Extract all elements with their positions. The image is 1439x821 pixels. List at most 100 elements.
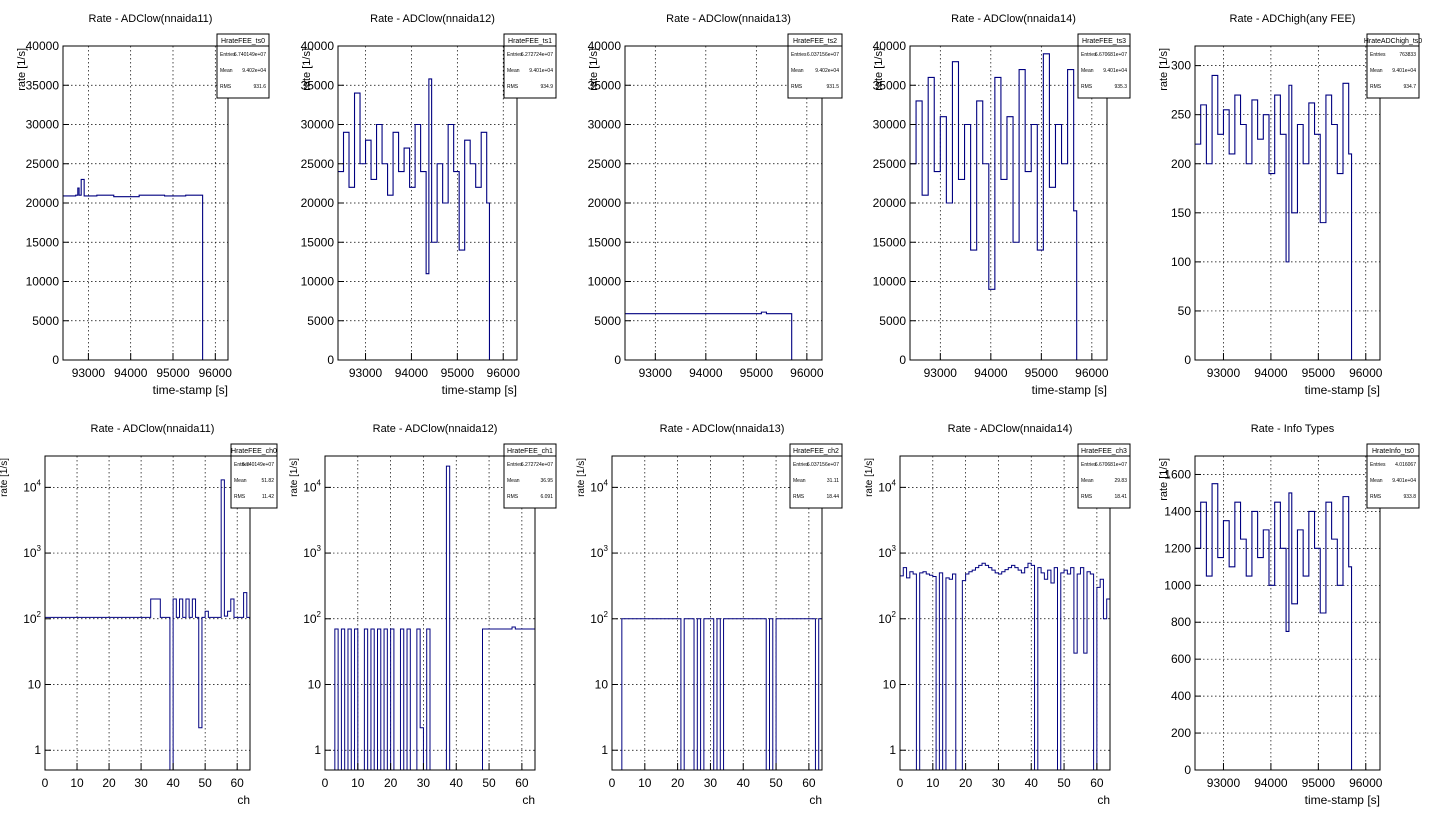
x-tick-label: 95000 [156,366,190,380]
y-tick-label: 102 [23,610,41,626]
x-tick-label: 94000 [1254,366,1288,380]
y-axis-label: rate [1/s] [301,48,313,91]
stats-key: RMS [1370,84,1382,90]
stats-value: 31.11 [827,478,839,484]
series-line [338,78,491,360]
x-axis-label: time-stamp [s] [1305,793,1380,807]
stats-value: 9.401e+04 [1103,68,1127,74]
stats-value: 9.401e+04 [529,68,553,74]
y-tick-label: 10 [308,678,322,692]
y-tick-label: 15000 [873,235,907,249]
y-tick-label: 10000 [26,275,60,289]
stats-value: 6.272724e+07 [521,462,553,468]
stats-title: HrateFEE_ch2 [793,448,839,455]
y-tick-label: 35000 [588,78,622,92]
y-tick-label: 800 [1171,615,1191,629]
plot-frame [899,455,1111,771]
chart-title: Rate - ADClow(nnaida14) [951,13,1076,25]
stats-value: 6.091 [540,494,553,500]
stats-key: Mean [507,478,520,484]
stats-value: 6.272724e+07 [521,52,553,58]
y-axis-label: rate [1/s] [873,48,885,91]
x-axis-label: time-stamp [s] [1032,383,1107,397]
stats-key: RMS [220,84,232,90]
y-tick-label: 50 [1178,304,1192,318]
x-tick-label: 93000 [349,366,383,380]
y-tick-label: 10000 [588,275,622,289]
y-axis-label: rate [1/s] [0,458,10,497]
y-tick-label: 10 [28,678,42,692]
x-tick-label: 50 [769,776,783,790]
y-tick-label: 1200 [1164,541,1191,555]
y-tick-label: 0 [1184,763,1191,777]
stats-value: 6.740149e+07 [234,52,266,58]
series-line [625,311,793,360]
x-tick-label: 10 [926,776,940,790]
x-tick-label: 0 [42,776,49,790]
stats-title: HrateFEE_ch1 [507,448,553,455]
y-tick-label: 100 [1171,255,1191,269]
y-tick-label: 30000 [26,118,60,132]
stats-key: Mean [1081,478,1094,484]
x-tick-label: 60 [802,776,816,790]
stats-value: 9.401e+04 [1392,68,1416,74]
stats-key: Entries [1370,52,1386,58]
y-tick-label: 20000 [301,196,335,210]
y-tick-label: 5000 [307,314,334,328]
stats-value: 931.5 [826,84,839,90]
stats-key: RMS [507,84,519,90]
stats-title: HrateFEE_ts0 [221,38,265,45]
y-tick-label: 25000 [873,157,907,171]
y-axis-label: rate [1/s] [864,458,875,497]
y-tick-label: 40000 [873,39,907,53]
y-tick-label: 30000 [301,118,335,132]
y-tick-label: 20000 [588,196,622,210]
stats-key: Entries [1081,462,1097,468]
series-line [1195,74,1353,360]
x-tick-label: 40 [737,776,751,790]
x-tick-label: 95000 [441,366,475,380]
x-tick-label: 96000 [1349,366,1383,380]
stats-key: RMS [507,494,519,500]
y-tick-label: 35000 [873,78,907,92]
chart-title: Rate - ADClow(nnaida11) [89,13,213,25]
y-tick-label: 10 [883,678,897,692]
plot-panel-8: Rate - ADClow(nnaida14) 1 10 102 103 104 0 10 20… [864,423,1131,807]
stats-title: HrateFEE_ch0 [231,448,277,455]
y-tick-label: 25000 [26,157,60,171]
stats-value: 935.3 [1114,84,1127,90]
stats-value: 4.016067 [1395,462,1416,468]
y-tick-label: 104 [303,478,321,494]
stats-value: 6.037156e+07 [807,462,839,468]
x-tick-label: 93000 [72,366,106,380]
chart-title: Rate - ADClow(nnaida13) [660,423,785,435]
x-tick-label: 20 [384,776,398,790]
y-tick-label: 20000 [873,196,907,210]
y-tick-label: 15000 [588,235,622,249]
x-tick-label: 10 [351,776,365,790]
x-tick-label: 30 [704,776,718,790]
x-tick-label: 50 [1057,776,1071,790]
y-tick-label: 102 [878,610,896,626]
series-line [63,178,204,360]
y-tick-label: 1000 [1164,578,1191,592]
x-tick-label: 40 [1025,776,1039,790]
stats-value: 18.41 [1114,494,1127,500]
stats-key: Entries [1370,462,1386,468]
stats-value: 9.401e+04 [1392,478,1416,484]
x-tick-label: 93000 [1207,776,1241,790]
histogram-series [325,465,536,771]
x-tick-label: 94000 [1254,776,1288,790]
plot-panel-7: Rate - ADClow(nnaida13) 1 10 102 103 104 0 10 20… [576,423,843,807]
chart-title: Rate - Info Types [1251,423,1335,435]
plot-frame [324,455,536,771]
stats-key: Entries [793,462,809,468]
x-tick-label: 0 [322,776,329,790]
stats-value: 6.670681e+07 [1095,52,1127,58]
stats-box: HrateFEE_ts2 Entries 6.037156e+07 Mean 9.402… [787,33,843,99]
x-tick-label: 0 [609,776,616,790]
x-tick-label: 10 [638,776,652,790]
